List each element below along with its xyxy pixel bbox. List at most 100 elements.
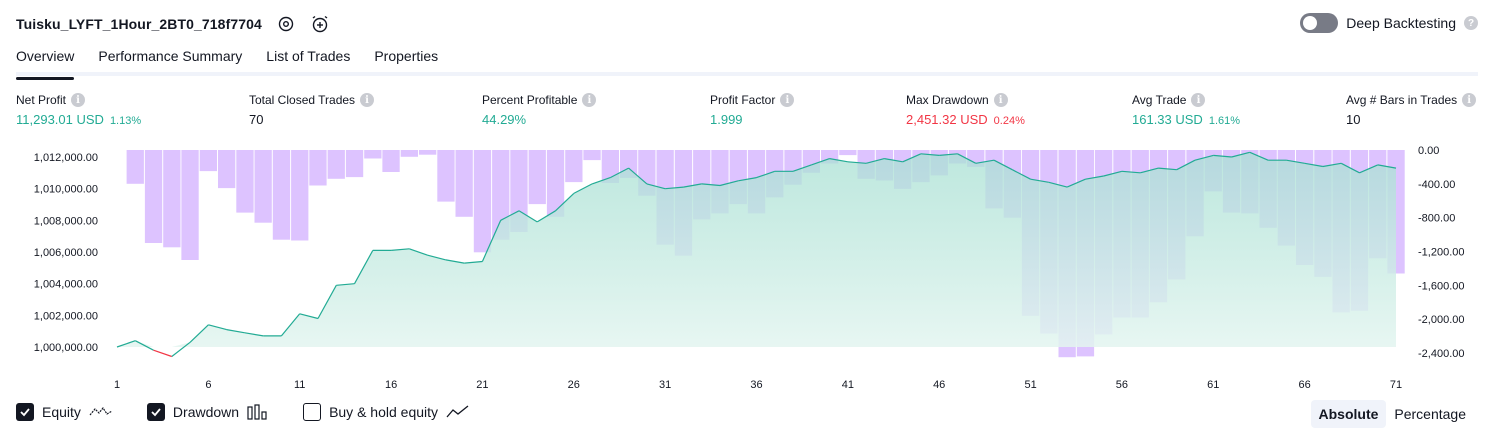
equity-line-segment <box>1030 178 1049 183</box>
equity-line-segment <box>957 153 977 164</box>
x-axis-tick-label: 6 <box>205 379 211 391</box>
left-axis: 1,012,000.00 1,010,000.00 1,008,000.00 1,00… <box>34 152 98 354</box>
equity-line-segment <box>353 250 374 284</box>
info-icon[interactable]: i <box>1462 93 1477 107</box>
drawdown-bar <box>492 150 510 240</box>
toggle-knob <box>1303 16 1318 30</box>
metric-avg-bars: Avg # Bars in Trades i 10 <box>1346 93 1477 127</box>
metric-label: Avg # Bars in Trades <box>1346 93 1458 107</box>
x-axis-tick-label: 1 <box>114 379 120 391</box>
x-axis-tick-label: 21 <box>476 379 488 391</box>
info-icon[interactable]: i <box>71 93 86 107</box>
drawdown-bar <box>327 150 345 179</box>
gear-icon[interactable] <box>276 14 296 34</box>
equity-drawdown-chart[interactable]: 1,012,000.00 1,010,000.00 1,008,000.00 1,00… <box>0 140 1494 396</box>
drawdown-bar <box>126 150 144 184</box>
metric-percent: 1.61% <box>1208 115 1241 127</box>
tab-overview[interactable]: Overview <box>16 48 75 80</box>
drawdown-bar <box>272 150 291 240</box>
right-axis-tick-label: 0.00 <box>1418 145 1439 157</box>
equity-line-segment <box>135 340 154 351</box>
equity-line-segment <box>939 153 958 156</box>
equity-line-segment <box>993 159 1013 171</box>
x-axis-tick-label: 51 <box>1024 379 1036 391</box>
equity-line-segment <box>847 161 867 164</box>
metric-total-closed-trades: Total Closed Trades i 70 <box>249 93 375 127</box>
left-axis-tick-label: 1,000,000.00 <box>34 342 98 354</box>
metric-value: 10 <box>1346 112 1361 127</box>
equity-line-segment <box>920 153 940 156</box>
drawdown-bar <box>455 150 473 217</box>
equity-area <box>116 151 1397 358</box>
equity-line-segment <box>208 324 227 331</box>
drawdown-bar <box>382 150 400 172</box>
equity-line-segment <box>336 283 355 286</box>
tab-performance-summary[interactable]: Performance Summary <box>98 48 243 64</box>
metric-value: 1.999 <box>710 112 743 127</box>
metric-label: Avg Trade <box>1132 93 1187 107</box>
equity-line-segment <box>884 158 903 163</box>
percentage-button[interactable]: Percentage <box>1394 406 1466 422</box>
metric-profit-factor: Profit Factor i 1.999 <box>710 93 795 127</box>
left-axis-tick-label: 1,004,000.00 <box>34 279 98 291</box>
legend-drawdown[interactable]: Drawdown <box>146 403 269 421</box>
info-icon[interactable]: i <box>582 93 597 107</box>
equity-line-segment <box>701 183 721 187</box>
equity-line-segment <box>409 248 428 256</box>
right-axis-tick-label: -1,200.00 <box>1418 247 1464 259</box>
metric-value: 2,451.32 USD <box>906 112 988 127</box>
equity-line-segment <box>591 177 611 185</box>
drawdown-bar <box>163 150 181 248</box>
bar-chart-icon <box>247 404 269 420</box>
equity-line-icon <box>89 405 113 419</box>
legend-buy-hold[interactable]: Buy & hold equity <box>303 403 470 421</box>
legend-equity[interactable]: Equity <box>16 403 113 421</box>
deep-backtesting: Deep Backtesting ? <box>1300 13 1478 33</box>
alarm-clock-plus-icon[interactable] <box>310 14 330 34</box>
checkmark-icon[interactable] <box>16 403 34 421</box>
equity-line-segment <box>1103 170 1123 177</box>
metric-value: 70 <box>249 112 264 127</box>
equity-line-segment <box>317 285 337 319</box>
equity-line-segment <box>573 183 593 194</box>
equity-line-segment <box>1359 164 1378 174</box>
question-icon[interactable]: ? <box>1464 16 1478 30</box>
equity-line-segment <box>1176 159 1196 171</box>
equity-line-segment <box>518 210 538 223</box>
equity-line-segment <box>244 332 264 337</box>
deep-backtesting-toggle[interactable] <box>1300 13 1339 33</box>
metric-label: Percent Profitable <box>482 93 578 107</box>
checkbox-unchecked[interactable] <box>303 403 322 421</box>
chart-legend: Equity Drawdown Buy & hold equity <box>16 403 504 421</box>
equity-line-segment <box>1304 162 1324 168</box>
absolute-button[interactable]: Absolute <box>1310 400 1387 428</box>
legend-drawdown-label: Drawdown <box>172 404 240 420</box>
x-axis-tick-label: 41 <box>842 379 854 391</box>
tab-list-of-trades[interactable]: List of Trades <box>266 48 351 64</box>
trend-line-icon <box>446 405 470 419</box>
metrics-row: Net Profit i 11,293.01 USD 1.13% Total Clo… <box>0 93 1494 133</box>
equity-line-segment <box>1286 159 1305 164</box>
info-icon[interactable]: i <box>1191 93 1206 107</box>
equity-line-segment <box>829 158 849 163</box>
metric-percent-profitable: Percent Profitable i 44.29% <box>482 93 597 127</box>
tab-properties[interactable]: Properties <box>374 48 439 64</box>
info-icon[interactable]: i <box>780 93 795 107</box>
x-axis-tick-label: 71 <box>1390 379 1402 391</box>
right-axis-tick-label: -400.00 <box>1418 179 1455 191</box>
equity-line-segment <box>500 210 520 221</box>
drawdown-bar <box>565 150 583 183</box>
drawdown-bar <box>473 150 492 253</box>
info-icon[interactable]: i <box>993 93 1008 107</box>
equity-line-segment <box>975 159 995 164</box>
equity-line-segment <box>1121 170 1141 174</box>
equity-line-segment <box>1249 151 1269 161</box>
info-icon[interactable]: i <box>360 93 375 107</box>
drawdown-bar <box>510 150 528 232</box>
drawdown-bar <box>437 150 455 202</box>
left-axis-tick-label: 1,006,000.00 <box>34 247 98 259</box>
equity-line-segment <box>738 177 757 182</box>
checkmark-icon[interactable] <box>146 403 165 421</box>
equity-line-segment <box>719 180 739 187</box>
drawdown-bar <box>199 150 217 172</box>
